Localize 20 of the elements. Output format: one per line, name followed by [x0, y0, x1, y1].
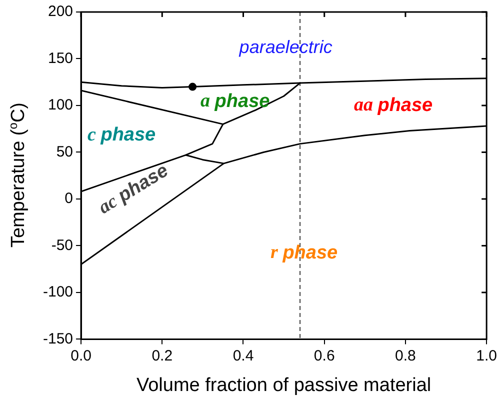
annotation: c phase — [88, 124, 156, 146]
y-tick-label: 100 — [48, 96, 74, 114]
x-tick-label: 0.6 — [314, 347, 335, 364]
y-tick-label: 150 — [48, 50, 74, 67]
annotation: a phase — [200, 90, 270, 112]
x-tick-label: 0.8 — [395, 347, 416, 364]
x-tick-label: 0.4 — [232, 347, 254, 364]
x-axis-title: Volume fraction of passive material — [136, 374, 432, 396]
y-tick-label: -150 — [42, 330, 74, 348]
y-tick-label: 50 — [56, 143, 74, 160]
x-tick-label: 1.0 — [476, 347, 498, 364]
y-tick-label: 0 — [64, 190, 74, 208]
annotation: paraelectric — [238, 36, 332, 57]
y-tick-label: 200 — [48, 3, 74, 20]
y-tick-label: -100 — [42, 284, 74, 301]
annotation: r phase — [270, 242, 338, 264]
y-tick-label: -50 — [51, 236, 74, 254]
x-tick-label: 0.0 — [70, 347, 92, 364]
x-tick-label: 0.2 — [152, 347, 173, 364]
annotation: aa phase — [354, 94, 434, 116]
